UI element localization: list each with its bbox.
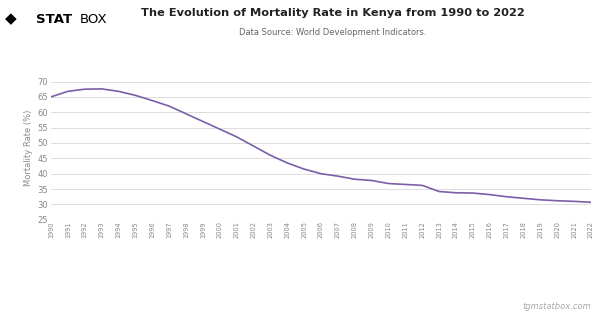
Kenya: [250, 144, 257, 148]
Kenya: [520, 196, 527, 200]
Kenya: [351, 177, 358, 181]
Kenya: [132, 94, 139, 97]
Kenya: [436, 190, 443, 193]
Kenya: [419, 183, 426, 187]
Kenya: [216, 127, 223, 131]
Text: ◆: ◆: [5, 11, 17, 26]
Text: Data Source: World Development Indicators.: Data Source: World Development Indicator…: [239, 28, 427, 37]
Kenya: [503, 195, 510, 199]
Kenya: [537, 198, 544, 202]
Text: The Evolution of Mortality Rate in Kenya from 1990 to 2022: The Evolution of Mortality Rate in Kenya…: [141, 8, 525, 18]
Kenya: [284, 161, 291, 165]
Kenya: [98, 87, 105, 91]
Kenya: [317, 172, 325, 176]
Kenya: [301, 167, 308, 171]
Y-axis label: Mortality Rate (%): Mortality Rate (%): [25, 109, 34, 186]
Kenya: [199, 120, 206, 123]
Kenya: [149, 99, 156, 102]
Kenya: [166, 104, 173, 108]
Line: Kenya: Kenya: [51, 89, 591, 202]
Kenya: [402, 182, 409, 186]
Kenya: [368, 179, 375, 182]
Kenya: [452, 191, 460, 195]
Kenya: [571, 199, 578, 203]
Kenya: [469, 191, 476, 195]
Kenya: [47, 95, 55, 99]
Kenya: [486, 193, 493, 197]
Kenya: [81, 87, 88, 91]
Text: BOX: BOX: [80, 13, 107, 25]
Kenya: [115, 89, 122, 93]
Kenya: [233, 135, 240, 139]
Kenya: [334, 174, 341, 178]
Kenya: [554, 199, 561, 203]
Kenya: [267, 153, 274, 157]
Kenya: [385, 182, 392, 186]
Kenya: [182, 112, 190, 116]
Kenya: [64, 89, 71, 93]
Text: tgmstatbox.com: tgmstatbox.com: [522, 302, 591, 311]
Kenya: [587, 200, 595, 204]
Text: STAT: STAT: [36, 13, 72, 25]
